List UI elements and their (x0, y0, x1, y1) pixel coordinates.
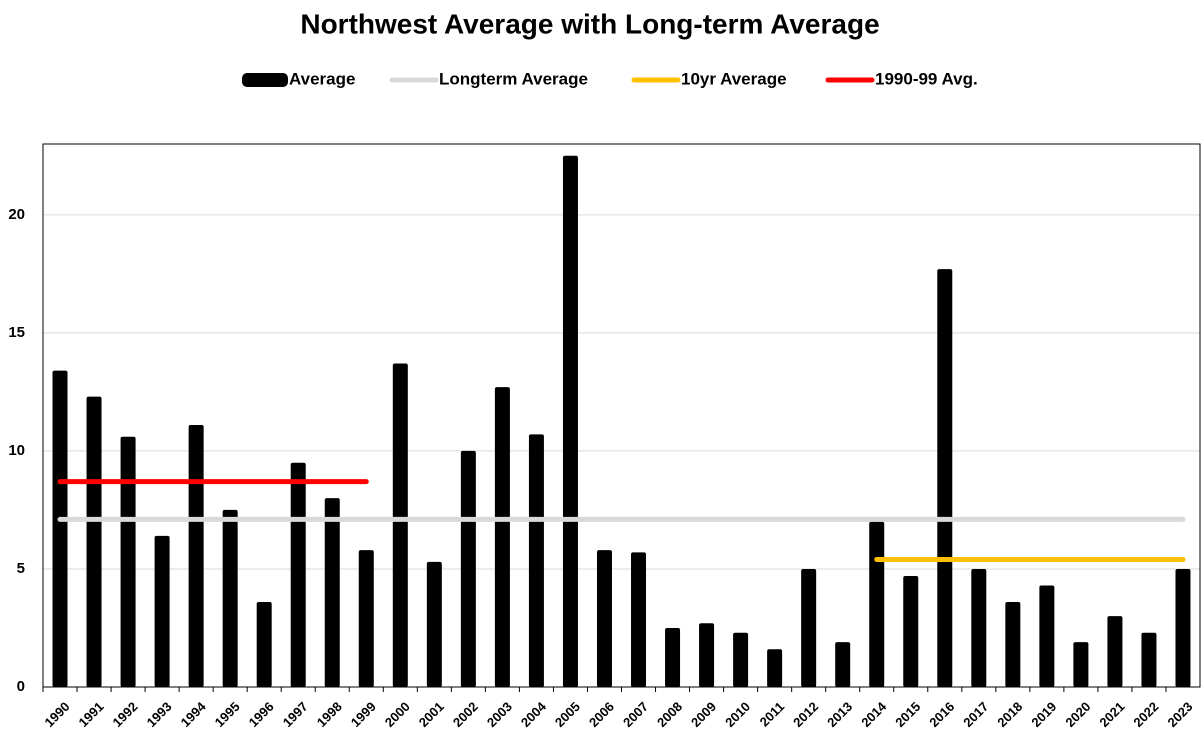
x-tick-label: 1997 (280, 699, 311, 730)
bar (426, 561, 442, 687)
x-tick-label: 1993 (144, 699, 175, 730)
bar (665, 627, 681, 687)
bar (1039, 585, 1055, 687)
legend-label: Longterm Average (439, 69, 588, 88)
bar (971, 568, 987, 687)
x-tick-label: 2020 (1062, 699, 1093, 730)
legend-swatch (242, 73, 288, 87)
bar (1073, 642, 1089, 687)
bar (767, 649, 783, 687)
bar (631, 552, 647, 687)
bar (801, 568, 817, 687)
bar (528, 434, 544, 687)
x-tick-label: 1995 (212, 699, 243, 730)
x-tick-label: 2014 (858, 698, 890, 730)
x-tick-label: 1994 (178, 698, 210, 730)
bar (562, 155, 578, 688)
x-tick-label: 2006 (586, 699, 617, 730)
legend-label: 10yr Average (681, 69, 787, 88)
x-tick-label: 2001 (416, 699, 447, 730)
bar (120, 436, 136, 687)
x-tick-label: 2003 (484, 699, 515, 730)
bar (835, 642, 851, 687)
x-tick-label: 2004 (518, 698, 550, 730)
bar (188, 424, 204, 687)
bar (358, 550, 374, 687)
x-tick-label: 2022 (1130, 699, 1161, 730)
x-tick-label: 2021 (1096, 699, 1127, 730)
bar (1141, 632, 1157, 687)
x-tick-label: 2007 (620, 699, 651, 730)
x-tick-label: 2013 (824, 699, 855, 730)
x-tick-label: 2009 (688, 699, 719, 730)
bar (222, 509, 238, 687)
x-tick-label: 2023 (1164, 699, 1195, 730)
x-tick-label: 1990 (42, 699, 73, 730)
x-tick-label: 2008 (654, 699, 685, 730)
bar (52, 370, 68, 687)
x-tick-label: 1996 (246, 699, 277, 730)
legend-label: Average (289, 69, 355, 88)
bar (1175, 568, 1191, 687)
bar (86, 396, 102, 687)
bar (494, 387, 510, 687)
x-tick-label: 2005 (552, 699, 583, 730)
y-tick-label: 15 (8, 324, 25, 341)
chart-title: Northwest Average with Long-term Average (300, 8, 879, 39)
x-tick-label: 2012 (790, 699, 821, 730)
x-tick-label: 2018 (994, 699, 1025, 730)
bar (733, 632, 749, 687)
bar (1005, 602, 1021, 687)
bar (596, 550, 612, 687)
bar (903, 576, 919, 687)
x-tick-label: 2011 (757, 699, 788, 730)
x-tick-label: 1992 (110, 699, 141, 730)
bar (154, 535, 170, 687)
bar (460, 450, 476, 687)
x-tick-label: 2016 (926, 699, 957, 730)
y-tick-label: 0 (17, 678, 25, 695)
legend-label: 1990-99 Avg. (875, 69, 978, 88)
x-tick-label: 1998 (314, 699, 345, 730)
bar (937, 269, 953, 687)
x-tick-label: 1991 (76, 699, 107, 730)
bar (324, 498, 340, 687)
bar (699, 623, 715, 687)
x-tick-label: 2015 (892, 699, 923, 730)
x-tick-label: 2019 (1028, 699, 1059, 730)
x-tick-label: 2010 (722, 699, 753, 730)
x-tick-label: 1999 (348, 699, 379, 730)
x-tick-label: 2002 (450, 699, 481, 730)
bar (290, 462, 306, 687)
y-tick-label: 5 (17, 560, 25, 577)
bar (1107, 616, 1123, 687)
x-tick-label: 2017 (960, 699, 991, 730)
bar (869, 521, 885, 687)
bar (256, 602, 272, 687)
x-tick-label: 2000 (382, 699, 413, 730)
plot-frame (42, 143, 1201, 688)
y-tick-label: 20 (8, 206, 25, 223)
bar (392, 363, 408, 687)
y-tick-label: 10 (8, 442, 25, 459)
